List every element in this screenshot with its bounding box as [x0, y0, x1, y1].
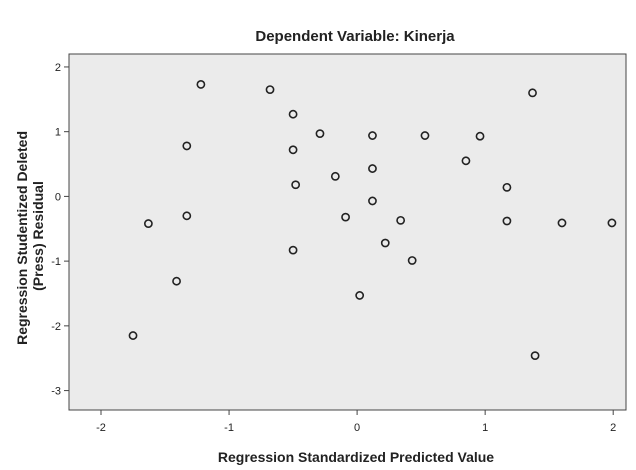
x-tick-label: 2: [610, 422, 616, 434]
x-tick-label: 0: [354, 422, 360, 434]
x-tick-label: 1: [482, 422, 488, 434]
y-axis-label-line-1: Regression Studentized Deleted: [14, 131, 30, 345]
y-tick-label: -2: [51, 321, 61, 333]
y-axis: 2 1 0 -1 -2 -3: [51, 62, 69, 398]
y-axis-label-line-2: (Press) Residual: [30, 181, 46, 291]
y-tick-label: -1: [51, 256, 61, 268]
chart-title: Dependent Variable: Kinerja: [255, 28, 455, 45]
x-tick-label: -2: [96, 422, 106, 434]
x-axis-label: Regression Standardized Predicted Value: [218, 449, 494, 465]
x-tick-label: -1: [224, 422, 234, 434]
plot-area: [69, 54, 626, 410]
y-tick-label: 1: [55, 127, 61, 139]
y-tick-label: 0: [55, 191, 61, 203]
x-axis: -2 -1 0 1 2: [96, 410, 616, 434]
y-tick-label: 2: [55, 62, 61, 74]
y-tick-label: -3: [51, 386, 61, 398]
y-axis-label: Regression Studentized Deleted (Press) R…: [14, 127, 46, 345]
